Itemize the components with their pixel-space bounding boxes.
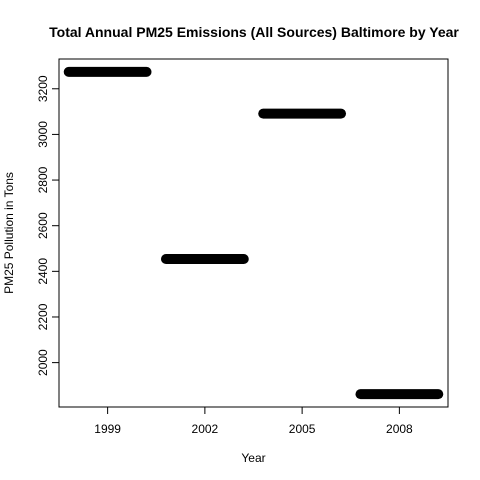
y-tick-label: 3000 bbox=[36, 121, 50, 148]
y-tick-label: 2200 bbox=[36, 303, 50, 330]
x-axis: 1999 2002 2005 2008 bbox=[94, 407, 413, 436]
y-tick-label: 3200 bbox=[36, 75, 50, 102]
x-tick-label: 2008 bbox=[386, 422, 413, 436]
chart-title: Total Annual PM25 Emissions (All Sources… bbox=[49, 24, 459, 40]
y-axis: 2000 2200 2400 2600 2800 3000 3200 bbox=[36, 75, 59, 376]
x-axis-label: Year bbox=[241, 451, 265, 465]
y-tick-label: 2400 bbox=[36, 258, 50, 285]
x-tick-label: 2002 bbox=[192, 422, 219, 436]
y-tick-label: 2600 bbox=[36, 212, 50, 239]
x-tick-label: 1999 bbox=[94, 422, 121, 436]
y-tick-label: 2800 bbox=[36, 166, 50, 193]
x-tick-label: 2005 bbox=[289, 422, 316, 436]
plot-frame bbox=[58, 58, 449, 408]
y-tick-label: 2000 bbox=[36, 349, 50, 376]
data-series bbox=[63, 66, 444, 400]
y-axis-label: PM25 Pollution in Tons bbox=[2, 172, 16, 294]
